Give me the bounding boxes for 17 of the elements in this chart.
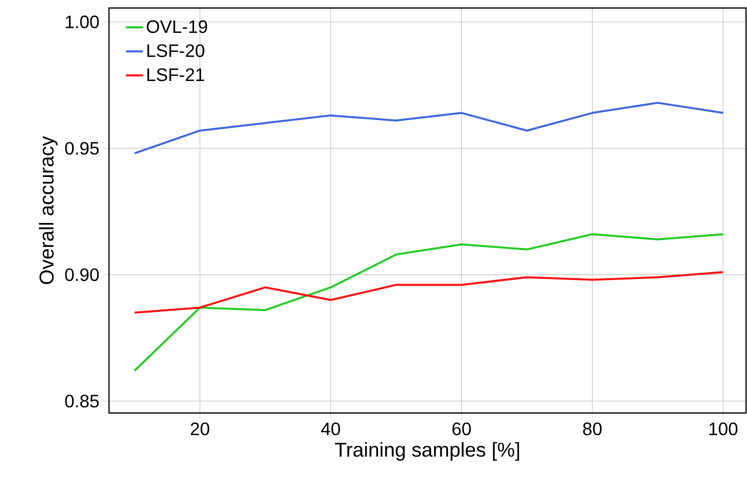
legend-label: LSF-20 xyxy=(147,44,204,58)
x-tick-label: 60 xyxy=(452,422,471,436)
legend-label: OVL-19 xyxy=(146,20,208,34)
line-series xyxy=(134,102,724,154)
legend-label: LSF-21 xyxy=(147,68,204,82)
x-axis-title: Training samples [%] xyxy=(334,442,520,461)
y-tick-label: 1.00 xyxy=(66,16,99,28)
line-series xyxy=(134,233,724,372)
y-tick-label: 0.90 xyxy=(65,268,99,282)
y-axis-title: Overall accuracy xyxy=(38,136,58,284)
line-series xyxy=(134,271,724,314)
y-tick-label: 0.95 xyxy=(65,142,99,155)
x-tick-label: 80 xyxy=(583,422,602,436)
x-tick-label: 20 xyxy=(190,422,210,436)
x-tick-label: 40 xyxy=(321,422,340,436)
x-tick-label: 100 xyxy=(709,422,738,436)
y-tick-label: 0.85 xyxy=(65,394,99,408)
